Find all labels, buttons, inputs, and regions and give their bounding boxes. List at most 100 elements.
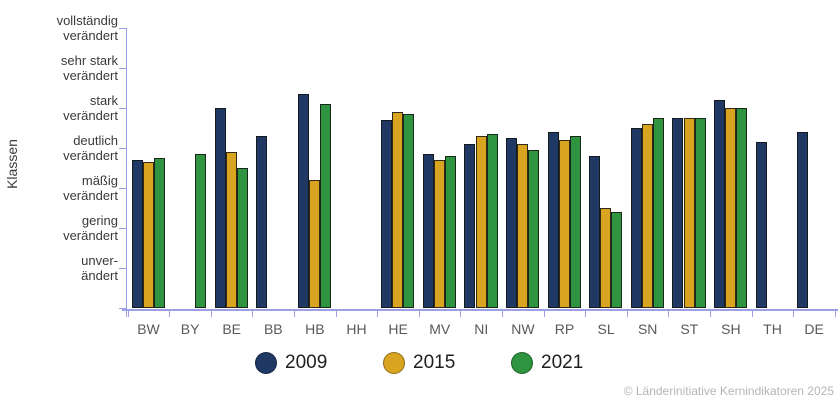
bar-sl-2021: [611, 212, 623, 308]
bar-he-2021: [403, 114, 415, 308]
x-axis-label-sn: SN: [637, 321, 658, 337]
y-axis-tick-label: deutlich verändert: [63, 133, 118, 163]
bar-mv-2021: [445, 156, 457, 308]
x-axis-label-be: BE: [222, 321, 242, 337]
x-axis-tick: [460, 311, 462, 317]
x-axis-tick: [668, 311, 670, 317]
x-axis-label-hb: HB: [305, 321, 325, 337]
x-axis-tick: [418, 311, 420, 317]
x-axis-tick: [543, 311, 545, 317]
x-axis-tick: [210, 311, 212, 317]
y-axis-tick-label: vollständig verändert: [56, 13, 118, 43]
bar-sh-2009: [714, 100, 726, 308]
x-axis-label-bw: BW: [137, 321, 160, 337]
bar-mv-2015: [433, 160, 445, 308]
bar-nw-2009: [506, 138, 518, 308]
bar-rp-2009: [547, 132, 559, 308]
x-axis-label-sl: SL: [597, 321, 615, 337]
y-axis-line: [125, 28, 127, 317]
x-axis-tick: [127, 311, 129, 317]
y-axis-tick-label: mäßig verändert: [63, 173, 118, 203]
y-axis-tick-label: gering verändert: [63, 213, 118, 243]
bar-mv-2009: [422, 154, 434, 308]
x-axis-tick: [169, 311, 171, 317]
x-axis-tick: [793, 311, 795, 317]
bar-be-2021: [237, 168, 249, 308]
bar-he-2009: [381, 120, 393, 308]
y-axis-tick: [119, 68, 127, 69]
bar-by-2021: [195, 154, 207, 308]
legend-label: 2021: [541, 352, 584, 373]
bar-ni-2021: [486, 134, 498, 308]
bar-bw-2015: [142, 162, 154, 308]
bar-sn-2015: [641, 124, 653, 308]
bar-rp-2015: [558, 140, 570, 308]
x-axis-label-rp: RP: [554, 321, 575, 337]
x-axis-label-bb: BB: [263, 321, 283, 337]
bar-be-2009: [214, 108, 226, 308]
bar-ni-2009: [464, 144, 476, 308]
bar-sh-2021: [736, 108, 748, 308]
x-axis-tick: [834, 311, 836, 317]
y-axis-tick: [119, 108, 127, 109]
x-axis-label-ni: NI: [474, 321, 489, 337]
bar-hb-2009: [298, 94, 310, 308]
y-axis-tick: [119, 228, 127, 229]
bar-sn-2009: [630, 128, 642, 308]
bar-nw-2015: [517, 144, 529, 308]
bar-bw-2021: [153, 158, 165, 308]
x-axis-label-nw: NW: [511, 321, 535, 337]
y-axis-tick: [119, 188, 127, 189]
bar-ni-2015: [475, 136, 487, 308]
y-axis-tick: [119, 308, 127, 309]
bar-sh-2015: [725, 108, 737, 308]
bar-bw-2009: [131, 160, 143, 308]
legend-swatch-2015: [383, 352, 405, 374]
x-axis-tick: [335, 311, 337, 317]
bar-st-2009: [672, 118, 684, 308]
bar-de-2009: [797, 132, 809, 308]
x-axis-tick: [751, 311, 753, 317]
bar-he-2015: [392, 112, 404, 308]
bar-nw-2021: [528, 150, 540, 308]
legend-swatch-2021: [511, 352, 533, 374]
x-axis-tick: [501, 311, 503, 317]
bar-hb-2021: [320, 104, 332, 308]
x-axis-label-by: BY: [180, 321, 200, 337]
bar-th-2009: [755, 142, 767, 308]
x-axis-label-th: TH: [763, 321, 782, 337]
x-axis-tick: [252, 311, 254, 317]
x-axis-label-hh: HH: [346, 321, 367, 337]
x-axis-label-he: HE: [388, 321, 408, 337]
y-axis-tick: [119, 268, 127, 269]
y-axis-tick: [119, 28, 127, 29]
x-axis-tick: [626, 311, 628, 317]
legend-swatch-2009: [255, 352, 277, 374]
x-axis-tick: [585, 311, 587, 317]
y-axis-tick-label: stark verändert: [63, 93, 118, 123]
y-axis-tick-label: sehr stark verändert: [60, 53, 118, 83]
bar-hb-2015: [309, 180, 321, 308]
bar-sn-2021: [653, 118, 665, 308]
x-axis-tick: [709, 311, 711, 317]
bar-sl-2015: [600, 208, 612, 308]
y-axis-tick: [119, 148, 127, 149]
bar-st-2015: [683, 118, 695, 308]
y-axis-tick-label: unver- ändert: [81, 253, 118, 283]
bar-be-2015: [225, 152, 237, 308]
bar-bb-2009: [256, 136, 268, 308]
legend-label: 2015: [413, 352, 456, 373]
x-axis-line: [122, 309, 838, 311]
x-axis-tick: [377, 311, 379, 317]
x-axis-label-mv: MV: [429, 321, 451, 337]
copyright: © Länderinitiative Kernindikatoren 2025: [623, 384, 834, 398]
bar-st-2021: [694, 118, 706, 308]
x-axis-label-sh: SH: [721, 321, 741, 337]
x-axis-tick: [293, 311, 295, 317]
legend-label: 2009: [285, 352, 328, 373]
x-axis-label-st: ST: [680, 321, 699, 337]
bar-sl-2009: [589, 156, 601, 308]
bar-rp-2021: [569, 136, 581, 308]
x-axis-label-de: DE: [804, 321, 824, 337]
